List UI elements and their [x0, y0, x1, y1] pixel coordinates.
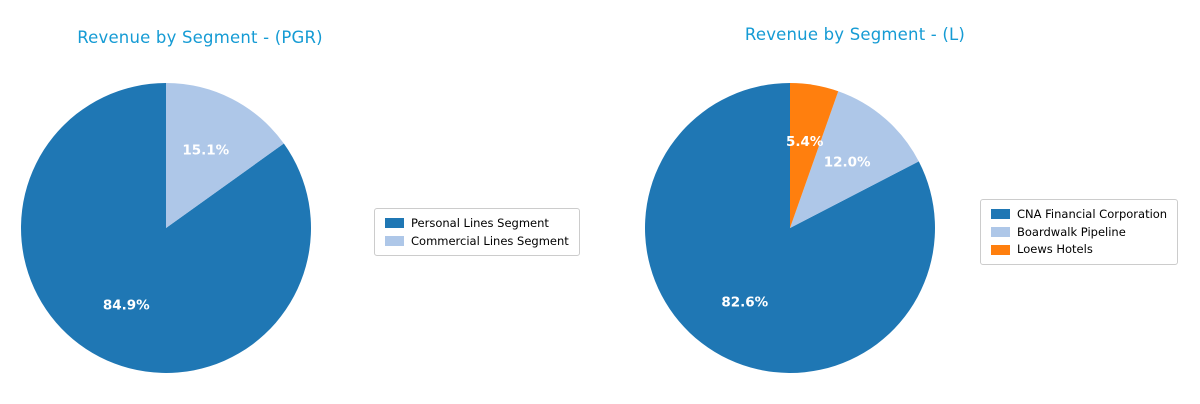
pie-pct-label: 82.6%: [721, 294, 768, 310]
legend-item: Loews Hotels: [991, 243, 1167, 256]
pie-pct-label: 84.9%: [103, 297, 150, 313]
legend-swatch: [385, 235, 404, 246]
pie-slice: [21, 83, 311, 373]
legend-swatch: [991, 244, 1010, 255]
pie-pct-label: 5.4%: [786, 134, 824, 150]
legend-item: CNA Financial Corporation: [991, 208, 1167, 221]
legend-label: Personal Lines Segment: [411, 216, 549, 230]
legend-item: Personal Lines Segment: [385, 217, 569, 230]
pie-slice: [790, 83, 839, 228]
legend-l: CNA Financial Corporation Boardwalk Pipel…: [980, 199, 1179, 265]
legend-label: CNA Financial Corporation: [1017, 207, 1168, 221]
legend-label: Loews Hotels: [1017, 242, 1093, 257]
legend-swatch: [385, 218, 404, 229]
legend-item: Commercial Lines Segment: [385, 233, 569, 248]
pie-slice: [790, 91, 919, 228]
legend-pgr: Personal Lines Segment Commercial Lines S…: [374, 208, 580, 257]
pie-chart-pgr: 84.9% 15.1%: [21, 83, 311, 373]
legend-swatch: [991, 226, 1010, 237]
pie-chart-l: 82.6% 12.0%5.4%: [645, 83, 935, 373]
pie-pct-label: 12.0%: [824, 154, 871, 170]
pie-pct-label: 15.1%: [182, 143, 229, 159]
legend-item: Boardwalk Pipeline: [991, 224, 1167, 239]
legend-label: Boardwalk Pipeline: [1017, 224, 1126, 239]
legend-label: Commercial Lines Segment: [411, 233, 569, 248]
legend-swatch: [991, 209, 1010, 220]
pie-slice: [166, 83, 284, 228]
chart-title-l: Revenue by Segment - (L): [744, 25, 966, 44]
chart-title-pgr: Revenue by Segment - (PGR): [77, 28, 323, 47]
